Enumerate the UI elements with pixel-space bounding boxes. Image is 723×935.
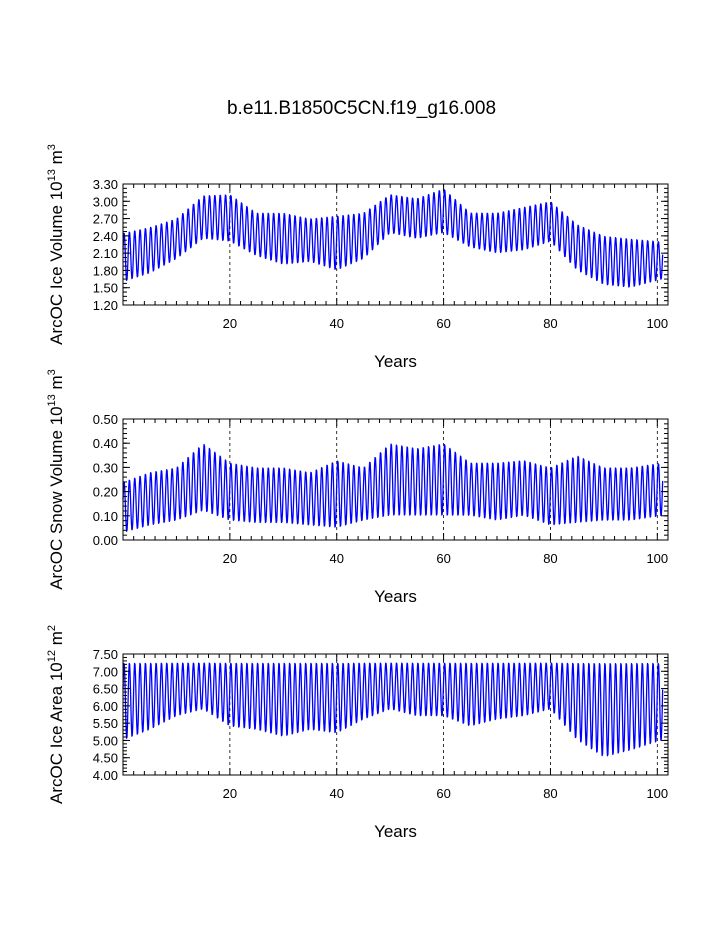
page-title: b.e11.B1850C5CN.f19_g16.008: [226, 98, 497, 119]
y-tick-label: 3.30: [93, 177, 118, 192]
x-tick-label: 80: [543, 786, 557, 801]
x-tick-label: 20: [223, 786, 237, 801]
x-tick-label: 20: [223, 551, 237, 566]
x-tick-label: 60: [436, 551, 450, 566]
y-tick-label: 7.00: [93, 664, 118, 679]
series-line: [122, 662, 664, 757]
ice-volume-panel: 20 40 60 80 100 1.20 1.50 1.80 2.10 2.40 2.70 3.00 3…: [46, 144, 669, 371]
x-tick-label: 20: [223, 316, 237, 331]
x-tick-label: 40: [329, 786, 343, 801]
y-axis-label: ArcOC Ice Area 1012 m2: [46, 625, 66, 804]
x-axis-label: Years: [374, 822, 417, 841]
snow-volume-panel: 20 40 60 80 100 0.00 0.10 0.20 0.30 0.40 0.50 Years…: [46, 369, 669, 606]
y-axis-label: ArcOC Ice Volume 1013 m3: [46, 144, 66, 345]
y-tick-label: 1.20: [93, 298, 118, 313]
y-tick-label: 5.50: [93, 716, 118, 731]
y-axis-label: ArcOC Snow Volume 1013 m3: [46, 369, 66, 590]
y-tick-label: 0.40: [93, 436, 118, 451]
y-tick-label: 6.50: [93, 682, 118, 697]
y-tick-label: 1.80: [93, 263, 118, 278]
plot-frame: [122, 418, 669, 541]
y-tick-label: 6.00: [93, 699, 118, 714]
x-tick-label: 80: [543, 316, 557, 331]
y-tick-label: 3.00: [93, 194, 118, 209]
y-tick-label: 2.70: [93, 212, 118, 227]
x-tick-label: 60: [436, 316, 450, 331]
y-tick-label: 1.50: [93, 281, 118, 296]
series-line: [122, 189, 664, 288]
x-tick-label: 100: [646, 551, 668, 566]
plot-frame: [122, 653, 669, 776]
x-axis-label: Years: [374, 352, 417, 371]
y-tick-label: 0.20: [93, 485, 118, 500]
series-line: [122, 443, 664, 532]
y-tick-label: 0.00: [93, 533, 118, 548]
y-tick-label: 0.50: [93, 412, 118, 427]
y-tick-label: 2.10: [93, 246, 118, 261]
y-tick-label: 0.30: [93, 460, 118, 475]
x-tick-label: 80: [543, 551, 557, 566]
y-tick-label: 5.00: [93, 733, 118, 748]
x-tick-label: 100: [646, 786, 668, 801]
x-axis-label: Years: [374, 587, 417, 606]
y-tick-label: 4.00: [93, 768, 118, 783]
y-tick-label: 2.40: [93, 229, 118, 244]
x-tick-label: 60: [436, 786, 450, 801]
y-tick-label: 4.50: [93, 751, 118, 766]
y-tick-label: 0.10: [93, 509, 118, 524]
x-tick-label: 100: [646, 316, 668, 331]
x-tick-label: 40: [329, 551, 343, 566]
x-tick-label: 40: [329, 316, 343, 331]
ice-area-panel: 20 40 60 80 100 4.00 4.50 5.00 5.50 6.00 6.50 7.00 7…: [46, 625, 669, 841]
y-tick-label: 7.50: [93, 647, 118, 662]
